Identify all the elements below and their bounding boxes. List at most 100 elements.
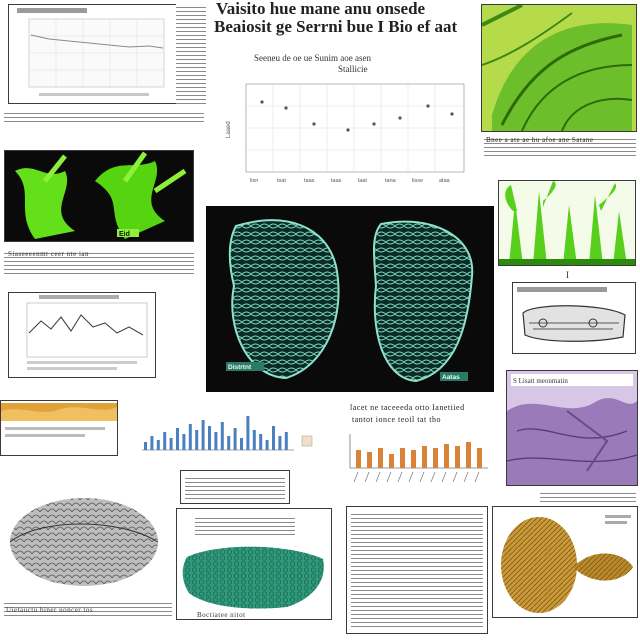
orange-bar-tick xyxy=(430,471,436,483)
right-mid-caption: I xyxy=(566,270,569,280)
orange-bar-chart xyxy=(349,434,488,483)
teal-tissue-panel: Boctiatee nitot xyxy=(176,508,332,620)
blue-bar xyxy=(214,432,218,450)
right-top-caption: Bnee a ate ae hu afoe ane Satane xyxy=(486,136,594,144)
machine-sketch-panel xyxy=(512,282,636,354)
orange-bar xyxy=(433,448,438,468)
left-line-chart xyxy=(26,295,148,370)
top-left-caption-lines xyxy=(4,110,204,122)
headline-line-4: Stallicie xyxy=(338,64,368,74)
text-column-panel xyxy=(346,506,488,634)
scatter-xtick: tsat xyxy=(277,178,286,184)
orange-bar-tick xyxy=(397,471,403,483)
gold-specimen-panel xyxy=(492,506,638,618)
orange-bar-tick xyxy=(441,471,447,483)
orange-bar-tick xyxy=(375,471,381,483)
blue-bar xyxy=(227,436,231,450)
bar-panel-title: lacet ne taceeeda otto Ianetiied xyxy=(350,403,465,412)
blue-bar xyxy=(272,426,275,450)
orange-bar-tick xyxy=(364,471,370,483)
bottom-mid-caption: Boctiatee nitot xyxy=(197,611,246,619)
blue-bar xyxy=(150,436,154,450)
orange-bar-tick xyxy=(463,471,469,483)
blue-bar xyxy=(169,438,173,450)
purple-texture-image: S Lisatt meonmatin xyxy=(507,371,637,485)
cone-specimen-panel xyxy=(0,488,174,598)
green-plants-image xyxy=(499,181,635,265)
right-top-caption-lines xyxy=(484,136,636,158)
blue-bar xyxy=(259,434,263,450)
cross-section-image: Distrtnt Aatas xyxy=(226,219,474,383)
scatter-xtick: laat xyxy=(358,178,367,184)
scatter-point xyxy=(284,106,288,110)
blue-bar xyxy=(208,426,211,450)
left-mid-caption: Siaseeeenmt ceer nte ian xyxy=(8,250,89,258)
top-left-chart-panel xyxy=(8,4,180,104)
blue-bar xyxy=(220,422,224,450)
blue-bar xyxy=(156,440,160,450)
scatter-point xyxy=(260,100,264,104)
orange-bar-tick xyxy=(353,471,359,483)
orange-bar xyxy=(466,442,471,468)
orange-strip-image xyxy=(1,403,117,437)
orange-bar xyxy=(367,452,372,468)
orange-strip-panel xyxy=(0,400,118,456)
scatter-xtick: tana xyxy=(385,178,397,184)
top-left-chart xyxy=(17,8,165,96)
scatter-point xyxy=(346,128,350,132)
small-figure-panel xyxy=(180,470,290,504)
blue-bar xyxy=(233,428,237,450)
scatter-xtick: taas xyxy=(304,178,315,184)
cross-right-label: Aatas xyxy=(442,374,460,381)
scatter-chart: Laaed lisn tsat taas taas laat tana lisse ataa xyxy=(226,83,465,184)
cone-specimen-image xyxy=(9,498,159,586)
headline-line-3: Seeneu de oe ue Sunim aoe asen xyxy=(254,53,371,63)
scatter-point xyxy=(372,122,376,126)
blue-bar-chart-panel xyxy=(134,400,316,462)
cross-section-panel: Distrtnt Aatas xyxy=(206,206,494,392)
blue-bar xyxy=(240,438,243,450)
blue-bar xyxy=(246,416,250,450)
orange-bar xyxy=(477,448,482,468)
green-plants-panel xyxy=(498,180,636,266)
orange-bar xyxy=(455,446,460,468)
blue-bar xyxy=(201,420,205,450)
scatter-xtick: ataa xyxy=(439,178,451,184)
purple-caption-lines xyxy=(540,490,636,504)
orange-bar xyxy=(389,454,394,468)
blue-bar xyxy=(144,442,147,450)
blue-bar xyxy=(188,424,192,450)
scatter-point xyxy=(398,116,402,120)
orange-bar xyxy=(378,448,383,468)
blue-bar xyxy=(182,434,186,450)
left-caption-lines xyxy=(4,250,194,276)
headline-line-2: Beaiosit ge Serrni bue I Bio ef aat xyxy=(214,17,458,36)
scatter-ylabel: Laaed xyxy=(226,121,232,138)
orange-bar-tick xyxy=(419,471,425,483)
green-leaf-image xyxy=(481,4,637,132)
orange-bar-tick xyxy=(386,471,392,483)
blue-bar xyxy=(278,436,282,450)
orange-bar-tick xyxy=(452,471,458,483)
bar-panel-sub: tantot ionce teoil tat tho xyxy=(352,415,441,424)
gold-specimen-image xyxy=(501,511,633,613)
bottom-left-caption: Uietauctu biner uoncer tos xyxy=(6,606,94,614)
leaf-illustration xyxy=(482,5,636,131)
bottom-left-caption-lines xyxy=(4,600,172,618)
purple-texture-panel: S Lisatt meonmatin xyxy=(506,370,638,486)
left-line-chart-panel xyxy=(8,292,156,378)
scatter-point xyxy=(450,112,454,116)
blue-bar xyxy=(195,430,199,450)
blue-bar xyxy=(252,430,256,450)
purple-caption: S Lisatt meonmatin xyxy=(513,377,568,385)
orange-bar-tick xyxy=(474,471,480,483)
orange-bar xyxy=(444,444,449,468)
orange-bar-tick xyxy=(408,471,414,483)
scatter-point xyxy=(426,104,430,108)
blue-bar xyxy=(284,432,288,450)
machine-sketch xyxy=(517,287,626,342)
orange-bar-panel: lacet ne taceeeda otto Ianetiied tantot … xyxy=(344,400,494,496)
scatter-xtick: lisn xyxy=(250,178,258,184)
scatter-point xyxy=(312,122,316,126)
green-specimen-image: Eid xyxy=(15,151,187,239)
